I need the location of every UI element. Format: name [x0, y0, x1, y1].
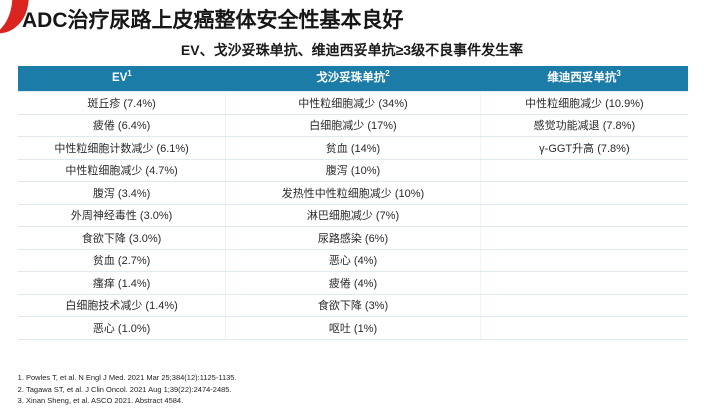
- table-cell: [480, 293, 688, 317]
- table-cell: [480, 226, 688, 250]
- column-header-ev-label: EV: [111, 72, 128, 84]
- table-cell: 疲倦 (4%): [225, 271, 481, 295]
- table-header-row: EV1 戈沙妥珠单抗2 维迪西妥单抗3: [18, 66, 688, 92]
- reference-item: Xinan Sheng, et al. ASCO 2021. Abstract …: [26, 395, 237, 407]
- table-row: 白细胞技术减少 (1.4%) 食欲下降 (3%): [18, 293, 688, 317]
- table-cell: 贫血 (14%): [225, 136, 481, 160]
- column-header-sacituzumab: 戈沙妥珠单抗2: [225, 66, 481, 92]
- table-header: EV1 戈沙妥珠单抗2 维迪西妥单抗3: [18, 66, 688, 92]
- table-cell: 食欲下降 (3%): [225, 293, 481, 317]
- column-header-disitamab: 维迪西妥单抗3: [480, 66, 688, 92]
- table-row: 恶心 (1.0%) 呕吐 (1%): [18, 316, 688, 340]
- adverse-events-table-wrapper: EV1 戈沙妥珠单抗2 维迪西妥单抗3 斑丘疹 (7.4%) 中性粒细胞减少 (3…: [18, 66, 688, 340]
- table-cell: [480, 316, 688, 340]
- table-cell: 恶心 (1.0%): [18, 316, 227, 340]
- table-cell: 腹泻 (3.4%): [18, 181, 227, 205]
- table-cell: 疲倦 (6.4%): [18, 113, 227, 137]
- table-cell: [480, 248, 688, 272]
- table-row: 中性粒细胞计数减少 (6.1%) 贫血 (14%) γ-GGT升高 (7.8%): [18, 136, 688, 160]
- table-row: 斑丘疹 (7.4%) 中性粒细胞减少 (34%) 中性粒细胞减少 (10.9%): [18, 91, 688, 115]
- table-row: 中性粒细胞减少 (4.7%) 腹泻 (10%): [18, 158, 688, 182]
- table-cell: 恶心 (4%): [225, 248, 481, 272]
- chart-subtitle: EV、戈沙妥珠单抗、维迪西妥单抗≥3级不良事件发生率: [180, 42, 524, 58]
- table-cell: 白细胞技术减少 (1.4%): [18, 293, 227, 317]
- page-title: ADC治疗尿路上皮癌整体安全性基本良好: [22, 9, 404, 32]
- column-header-sacituzumab-label: 戈沙妥珠单抗: [316, 72, 386, 84]
- table-cell: 贫血 (2.7%): [18, 248, 227, 272]
- table-cell: 食欲下降 (3.0%): [18, 226, 227, 250]
- table-cell: 发热性中性粒细胞减少 (10%): [225, 181, 481, 205]
- table-cell: [480, 181, 688, 205]
- table-cell: 尿路感染 (6%): [225, 226, 481, 250]
- table-cell: 腹泻 (10%): [225, 158, 481, 182]
- table-cell: 呕吐 (1%): [225, 316, 481, 340]
- table-cell: [480, 203, 688, 227]
- column-header-disitamab-footnote: 3: [616, 69, 621, 79]
- table-cell: 斑丘疹 (7.4%): [18, 91, 227, 115]
- references-block: Powles T, et al. N Engl J Med. 2021 Mar …: [10, 372, 237, 407]
- column-header-ev-footnote: 1: [127, 69, 132, 79]
- table-cell: 感觉功能减退 (7.8%): [480, 113, 688, 137]
- table-row: 腹泻 (3.4%) 发热性中性粒细胞减少 (10%): [18, 181, 688, 205]
- table-cell: 淋巴细胞减少 (7%): [225, 203, 481, 227]
- table-body: 斑丘疹 (7.4%) 中性粒细胞减少 (34%) 中性粒细胞减少 (10.9%) 疲倦…: [18, 91, 688, 340]
- column-header-sacituzumab-footnote: 2: [385, 69, 390, 79]
- reference-item: Tagawa ST, et al. J Clin Oncol. 2021 Aug…: [26, 384, 237, 396]
- table-cell: 中性粒细胞减少 (34%): [225, 91, 481, 115]
- references-list: Powles T, et al. N Engl J Med. 2021 Mar …: [10, 372, 237, 407]
- table-cell: 瘙痒 (1.4%): [18, 271, 227, 295]
- table-cell: 中性粒细胞减少 (10.9%): [480, 91, 688, 115]
- table-cell: γ-GGT升高 (7.8%): [480, 136, 688, 160]
- adverse-events-table: EV1 戈沙妥珠单抗2 维迪西妥单抗3 斑丘疹 (7.4%) 中性粒细胞减少 (3…: [18, 66, 688, 340]
- table-cell: 中性粒细胞减少 (4.7%): [18, 158, 227, 182]
- table-row: 食欲下降 (3.0%) 尿路感染 (6%): [18, 226, 688, 250]
- table-cell: [480, 158, 688, 182]
- table-row: 瘙痒 (1.4%) 疲倦 (4%): [18, 271, 688, 295]
- table-cell: 白细胞减少 (17%): [225, 113, 481, 137]
- column-header-ev: EV1: [18, 66, 226, 92]
- table-row: 贫血 (2.7%) 恶心 (4%): [18, 248, 688, 272]
- table-cell: 中性粒细胞计数减少 (6.1%): [18, 136, 227, 160]
- table-cell: [480, 271, 688, 295]
- table-row: 外周神经毒性 (3.0%) 淋巴细胞减少 (7%): [18, 203, 688, 227]
- column-header-disitamab-label: 维迪西妥单抗: [547, 72, 617, 84]
- table-cell: 外周神经毒性 (3.0%): [18, 203, 227, 227]
- reference-item: Powles T, et al. N Engl J Med. 2021 Mar …: [26, 372, 237, 384]
- table-row: 疲倦 (6.4%) 白细胞减少 (17%) 感觉功能减退 (7.8%): [18, 113, 688, 137]
